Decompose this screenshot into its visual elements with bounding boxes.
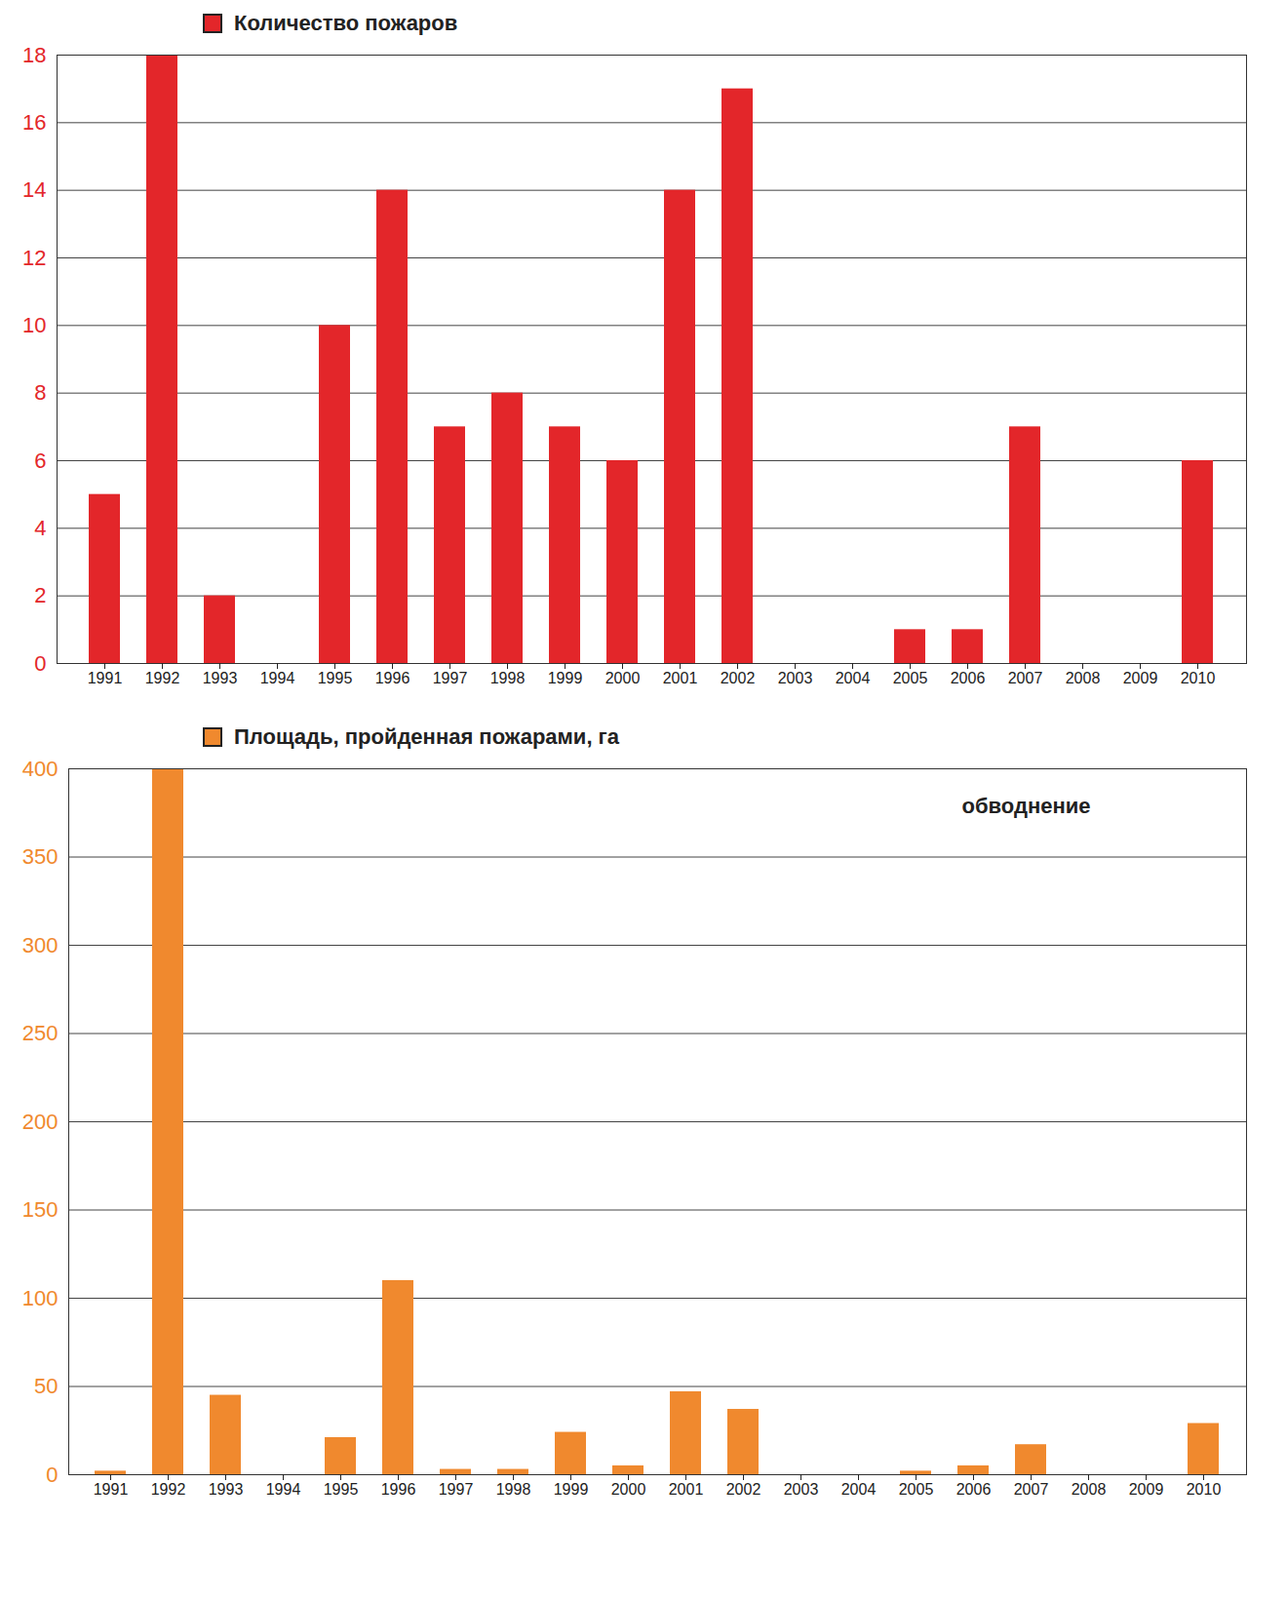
svg-text:2008: 2008 [1071, 1481, 1107, 1498]
svg-text:1995: 1995 [323, 1481, 359, 1498]
svg-text:2010: 2010 [1180, 669, 1216, 687]
svg-text:1993: 1993 [208, 1481, 244, 1498]
svg-text:1994: 1994 [266, 1481, 302, 1498]
svg-text:2: 2 [34, 583, 46, 608]
svg-text:50: 50 [34, 1373, 58, 1399]
svg-text:1997: 1997 [432, 669, 468, 687]
svg-text:2006: 2006 [950, 669, 986, 687]
svg-text:2005: 2005 [898, 1481, 935, 1498]
svg-text:1997: 1997 [438, 1481, 474, 1498]
svg-text:1998: 1998 [490, 669, 526, 687]
svg-text:400: 400 [22, 756, 59, 781]
svg-text:2007: 2007 [1014, 1481, 1050, 1498]
svg-text:200: 200 [22, 1109, 59, 1134]
svg-text:2004: 2004 [835, 669, 871, 687]
svg-text:2000: 2000 [605, 669, 641, 687]
svg-text:1992: 1992 [145, 669, 181, 687]
svg-text:350: 350 [22, 844, 59, 869]
svg-text:2000: 2000 [611, 1481, 647, 1498]
svg-text:14: 14 [22, 177, 46, 202]
svg-text:250: 250 [22, 1020, 59, 1046]
svg-text:2004: 2004 [841, 1481, 877, 1498]
svg-text:12: 12 [22, 245, 46, 271]
svg-text:2002: 2002 [720, 669, 756, 687]
svg-text:0: 0 [45, 1462, 58, 1487]
svg-text:1996: 1996 [375, 669, 411, 687]
svg-text:2010: 2010 [1186, 1481, 1222, 1498]
svg-text:6: 6 [34, 448, 46, 473]
svg-text:2007: 2007 [1008, 669, 1044, 687]
svg-text:2003: 2003 [778, 669, 814, 687]
svg-text:2003: 2003 [783, 1481, 819, 1498]
svg-text:8: 8 [34, 380, 46, 405]
svg-text:10: 10 [22, 312, 46, 338]
svg-text:100: 100 [22, 1286, 59, 1311]
html-text:Количество пожаров: Количество пожаров [234, 10, 458, 36]
svg-text:2001: 2001 [663, 669, 699, 687]
html-text:Площадь, пройденная пожарами,: Площадь, пройденная пожарами, га [234, 724, 620, 749]
svg-text:2002: 2002 [726, 1481, 762, 1498]
svg-text:1999: 1999 [553, 1481, 589, 1498]
svg-text:1993: 1993 [202, 669, 238, 687]
svg-text:1996: 1996 [381, 1481, 417, 1498]
svg-text:300: 300 [22, 933, 59, 958]
svg-text:2006: 2006 [956, 1481, 992, 1498]
svg-text:1991: 1991 [87, 669, 123, 687]
svg-text:2009: 2009 [1123, 669, 1159, 687]
svg-text:0: 0 [34, 651, 46, 676]
svg-text:150: 150 [22, 1197, 59, 1222]
svg-text:обводнение: обводнение [962, 793, 1092, 819]
svg-text:2005: 2005 [893, 669, 929, 687]
svg-text:2009: 2009 [1129, 1481, 1165, 1498]
svg-text:1992: 1992 [151, 1481, 187, 1498]
svg-text:2001: 2001 [668, 1481, 704, 1498]
svg-text:1994: 1994 [260, 669, 296, 687]
svg-text:18: 18 [22, 42, 46, 68]
svg-text:16: 16 [22, 110, 46, 135]
svg-text:1999: 1999 [547, 669, 584, 687]
svg-text:1995: 1995 [317, 669, 353, 687]
svg-text:1998: 1998 [496, 1481, 532, 1498]
svg-text:2008: 2008 [1065, 669, 1101, 687]
svg-text:4: 4 [34, 515, 46, 541]
svg-text:1991: 1991 [93, 1481, 129, 1498]
